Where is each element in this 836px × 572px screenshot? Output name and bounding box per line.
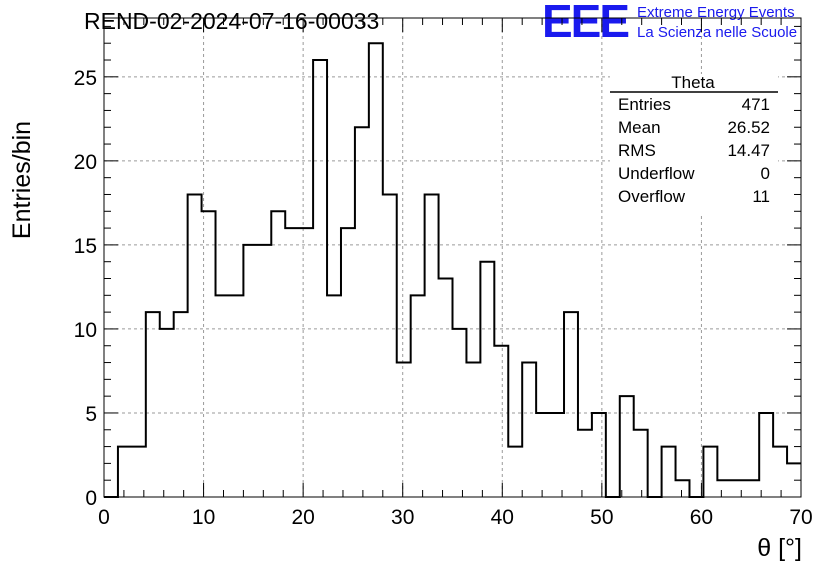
histogram-bin <box>299 228 313 497</box>
stats-row-label: RMS <box>618 141 656 160</box>
histogram-bin <box>592 413 606 497</box>
histogram-bin <box>466 363 480 497</box>
histogram-bin <box>271 211 285 497</box>
stats-title: Theta <box>671 73 715 92</box>
y-tick-label: 15 <box>74 235 97 258</box>
histogram-bin <box>327 295 341 497</box>
stats-box-frame <box>610 74 778 214</box>
x-tick-label: 50 <box>590 506 613 529</box>
histogram-bin <box>243 245 257 497</box>
x-axis-title: θ [°] <box>757 534 802 562</box>
stats-row-label: Overflow <box>618 187 686 206</box>
stats-row-value: 471 <box>742 95 770 114</box>
histogram-bin <box>773 447 787 497</box>
histogram-bin <box>620 396 634 497</box>
logo-line-2: La Scienza nelle Scuole <box>637 24 798 41</box>
histogram-bin <box>578 430 592 497</box>
histogram-bin <box>132 447 146 497</box>
axis-ticks <box>103 18 802 498</box>
stats-row-value: 26.52 <box>727 118 770 137</box>
histogram-bin <box>703 447 717 497</box>
x-tick-label: 70 <box>789 506 812 529</box>
stats-row-label: Entries <box>618 95 671 114</box>
histogram-bin <box>634 430 648 497</box>
histogram-bin <box>564 312 578 497</box>
histogram-bin <box>355 127 369 497</box>
histogram-series <box>104 42 801 498</box>
histogram-bin <box>285 228 299 497</box>
histogram-bin <box>745 480 759 497</box>
histogram-bin <box>508 447 522 497</box>
plot-frame <box>103 17 802 498</box>
stats-row-value: 11 <box>752 187 770 206</box>
histogram-bin <box>717 480 731 497</box>
y-tick-labels: 0 5 10 15 20 25 <box>74 67 97 510</box>
histogram-bin <box>146 312 160 497</box>
x-tick-label: 60 <box>690 506 713 529</box>
histogram-bin <box>550 413 564 497</box>
histogram-bin <box>759 413 773 497</box>
x-tick-label: 10 <box>192 506 215 529</box>
y-tick-label: 20 <box>74 151 97 174</box>
histogram-bin <box>522 363 536 497</box>
stats-row-value: 14.47 <box>727 141 770 160</box>
stats-box: Theta Entries 471 Mean 26.52 RMS 14.47 Underfl… <box>610 73 778 214</box>
histogram-bin <box>383 194 397 497</box>
stats-row-label: Underflow <box>618 164 695 183</box>
histogram-bin <box>188 194 202 497</box>
y-tick-label: 10 <box>74 319 97 342</box>
histogram-bin <box>229 295 243 497</box>
histogram-bin <box>174 312 188 497</box>
histogram-bin <box>216 295 230 497</box>
y-tick-label: 25 <box>74 67 97 90</box>
x-tick-labels: 0 10 20 30 40 50 60 70 <box>98 506 813 529</box>
eee-logo-mark: EEE <box>542 0 630 47</box>
histogram-bin <box>425 194 439 497</box>
histogram-bin <box>257 245 271 497</box>
y-tick-label: 5 <box>85 403 97 426</box>
histogram-bin <box>480 262 494 497</box>
histogram-bin <box>676 480 690 497</box>
stats-row-label: Mean <box>618 118 661 137</box>
histogram-bin <box>536 413 550 497</box>
logo-line-1: Extreme Energy Events <box>637 4 795 21</box>
histogram-bin <box>494 346 508 497</box>
histogram-bin <box>662 447 676 497</box>
histogram-bin <box>397 363 411 497</box>
stats-rows: Entries 471 Mean 26.52 RMS 14.47 Underflow 0 Ove… <box>618 95 770 206</box>
y-axis-title: Entries/bin <box>8 121 36 239</box>
histogram-bin <box>439 279 453 497</box>
histogram-bin <box>341 228 355 497</box>
x-tick-label: 30 <box>391 506 414 529</box>
histogram-bin <box>118 447 132 497</box>
y-tick-label: 0 <box>85 487 97 510</box>
x-tick-label: 0 <box>98 506 110 529</box>
x-tick-label: 40 <box>491 506 514 529</box>
run-title: REND-02-2024-07-16-00033 <box>84 8 380 34</box>
histogram-bin <box>411 295 425 497</box>
histogram-bin <box>731 480 745 497</box>
histogram-bin <box>313 60 327 497</box>
stats-row-value: 0 <box>761 164 770 183</box>
histogram-bin <box>369 43 383 497</box>
x-tick-label: 20 <box>291 506 314 529</box>
